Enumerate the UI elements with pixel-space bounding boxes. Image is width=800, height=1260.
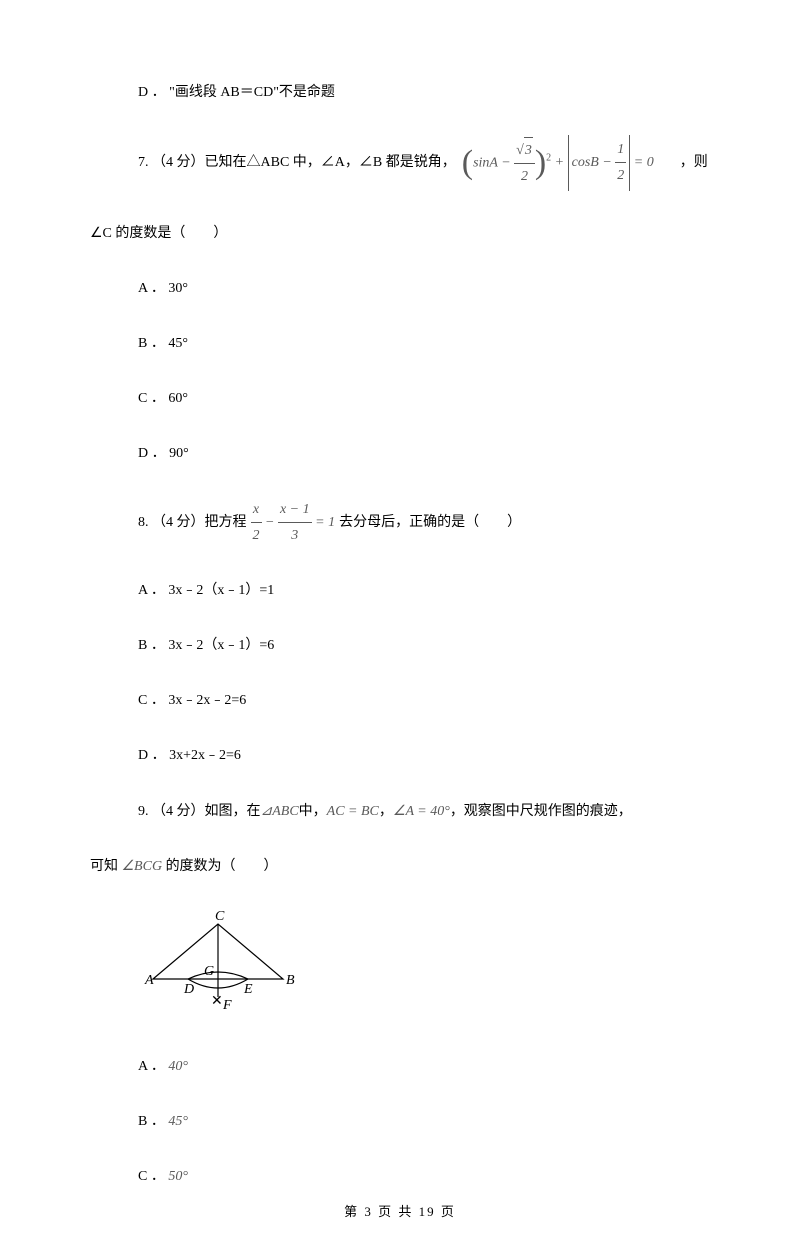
q8-optC: C ． 3x﹣2x﹣2=6 [90,688,710,713]
f2: 2 [251,523,262,548]
q9-tri: ⊿ABC [261,799,299,824]
label-B: B [286,973,295,988]
fminus: − [265,514,278,529]
q9-optC-val: 50° [168,1169,188,1184]
q8-optA: A ． 3x﹣2（x﹣1）=1 [90,578,710,603]
fx: x [251,497,262,523]
num1: 1 [615,137,626,163]
q9-optB-label: B ． [138,1114,168,1129]
q9-optC-label: C ． [138,1169,168,1184]
q7-optB: B ． 45° [90,331,710,356]
sqrt3: 3 [524,137,533,163]
q7-optC: C ． 60° [90,386,710,411]
feq1: = 1 [315,514,335,529]
den2b: 2 [615,163,626,188]
q9-optA: A ． 40° [90,1054,710,1079]
q8-optD: D ． 3x+2x﹣2=6 [90,743,710,768]
sinA: sinA [473,155,498,170]
label-F: F [222,998,232,1013]
q9-comma: ， [379,799,393,824]
q9-figure: A B C D E G F ✕ [138,909,710,1024]
q9-eq1: AC = BC [327,799,379,824]
q9-stem-line2: 可知 ∠BCG 的度数为（ ） [90,854,710,879]
q9-suffix: ，观察图中尺规作图的痕迹， [450,799,632,824]
q9-stem-line1: 9. （4 分）如图，在 ⊿ABC 中， AC = BC ， ∠A = 40° … [90,799,710,824]
q8-suffix: 去分母后，正确的是（ ） [339,510,521,535]
q7-prefix: 7. （4 分）已知在△ABC 中，∠A，∠B 都是锐角， [138,150,456,175]
q8-optB: B ． 3x﹣2（x﹣1）=6 [90,633,710,658]
den2: 2 [514,164,535,189]
q8-formula: x2 − x − 13 = 1 [251,497,336,548]
q9-eq2: ∠A = 40° [393,799,450,824]
q9-angle: ∠BCG [122,859,163,874]
q7-line2: ∠C 的度数是（ ） [90,221,710,246]
q9-line2-suffix: 的度数为（ ） [166,859,278,874]
svg-text:✕: ✕ [211,994,223,1009]
q7-formula: ( sinA − √32 )2 + cosB − 12 = 0 [462,135,654,190]
q8-stem: 8. （4 分）把方程 x2 − x − 13 = 1 去分母后，正确的是（ ） [90,497,710,548]
page-footer: 第 3 页 共 19 页 [0,1201,800,1220]
q9-mid: 中， [299,799,327,824]
minus2: − [599,155,615,170]
q9-optB: B ． 45° [90,1109,710,1134]
q7-optD: D ． 90° [90,441,710,466]
q9-line2-prefix: 可知 [90,859,122,874]
q7-optA: A ． 30° [90,276,710,301]
q8-prefix: 8. （4 分）把方程 [138,510,247,535]
label-D: D [183,982,194,997]
fxm1: x − 1 [278,497,312,523]
label-E: E [243,982,253,997]
q7-stem: 7. （4 分）已知在△ABC 中，∠A，∠B 都是锐角， ( sinA − √… [90,135,710,190]
q9-optA-label: A ． [138,1059,168,1074]
f3: 3 [278,523,312,548]
q9-optB-val: 45° [168,1114,188,1129]
q9-optA-val: 40° [168,1059,188,1074]
label-C: C [215,909,225,924]
q7-suffix1: ，则 [680,150,708,175]
eq0: = 0 [634,155,654,170]
q9-prefix: 9. （4 分）如图，在 [138,799,261,824]
q6-option-d: D ． "画线段 AB＝CD"不是命题 [90,80,710,105]
q9-optC: C ． 50° [90,1164,710,1189]
minus: − [498,155,514,170]
label-G: G [204,964,214,979]
label-A: A [144,973,154,988]
cosB: cosB [572,155,599,170]
